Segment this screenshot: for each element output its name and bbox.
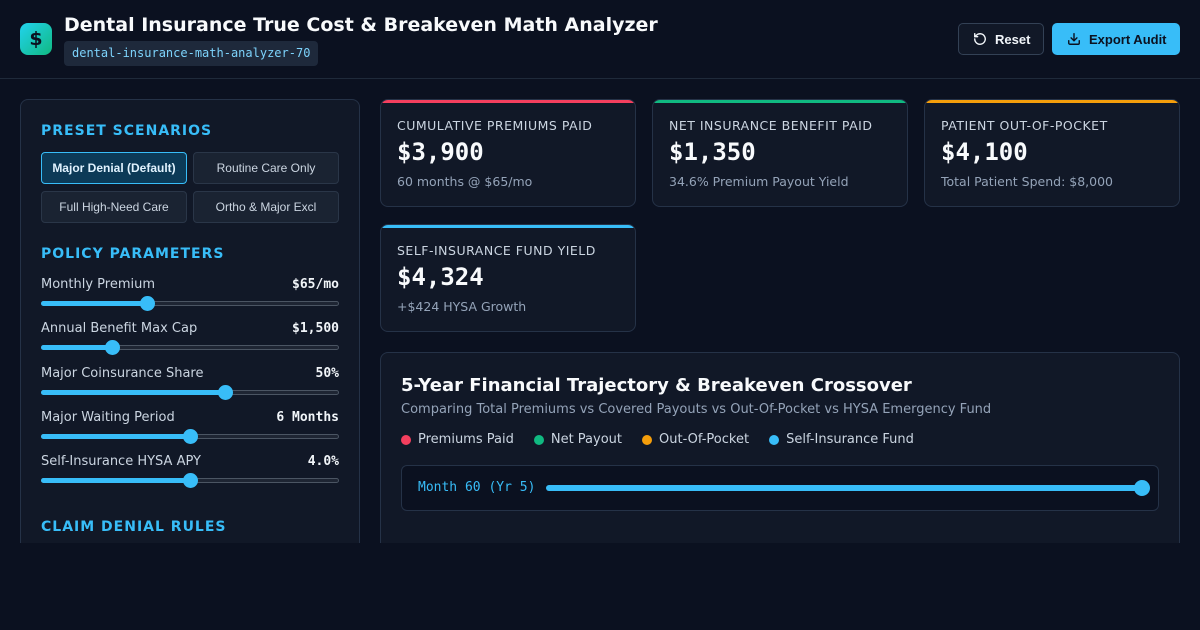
preset-ortho-major-excl[interactable]: Ortho & Major Excl xyxy=(193,191,339,223)
kpi-card-out-of-pocket: PATIENT OUT-OF-POCKET $4,100 Total Patie… xyxy=(924,99,1180,207)
preset-scenarios-heading: PRESET SCENARIOS xyxy=(41,123,213,139)
page-bottom xyxy=(0,543,1200,630)
monthly-premium-slider[interactable] xyxy=(41,296,339,311)
kpi-label: SELF-INSURANCE FUND YIELD xyxy=(397,243,596,258)
month-scrubber-slider[interactable] xyxy=(546,480,1150,496)
kpi-accent-bar xyxy=(925,100,1179,103)
app-title: Dental Insurance True Cost & Breakeven M… xyxy=(64,14,658,36)
waiting-period-slider[interactable] xyxy=(41,429,339,444)
download-icon xyxy=(1068,33,1080,45)
kpi-value: $3,900 xyxy=(397,138,484,166)
kpi-card-self-insurance: SELF-INSURANCE FUND YIELD $4,324 +$424 H… xyxy=(380,224,636,332)
major-coinsurance-slider[interactable] xyxy=(41,385,339,400)
kpi-label: PATIENT OUT-OF-POCKET xyxy=(941,118,1108,133)
annual-benefit-max-value: $1,500 xyxy=(292,321,339,336)
legend-label: Out-Of-Pocket xyxy=(659,432,750,447)
slider-thumb[interactable] xyxy=(183,473,198,488)
hysa-apy-value: 4.0% xyxy=(307,454,339,469)
monthly-premium-label: Monthly Premium xyxy=(41,277,156,292)
kpi-subtext: +$424 HYSA Growth xyxy=(397,299,527,314)
slider-thumb[interactable] xyxy=(218,385,234,400)
legend-dot xyxy=(769,434,780,445)
kpi-subtext: 60 months @ $65/mo xyxy=(397,174,533,189)
preset-major-denial[interactable]: Major Denial (Default) xyxy=(41,152,187,184)
hysa-apy-slider[interactable] xyxy=(41,473,339,488)
reset-button[interactable]: Reset xyxy=(958,23,1044,55)
preset-routine-care[interactable]: Routine Care Only xyxy=(193,152,339,184)
app-header: $ Dental Insurance True Cost & Breakeven… xyxy=(0,0,1200,79)
chart-title: 5-Year Financial Trajectory & Breakeven … xyxy=(401,375,912,396)
legend-item-premiums: Premiums Paid xyxy=(401,432,514,447)
annual-benefit-max-slider[interactable] xyxy=(41,340,339,355)
app-slug-badge: dental-insurance-math-analyzer-70 xyxy=(64,41,319,66)
legend-dot xyxy=(401,434,411,445)
kpi-value: $1,350 xyxy=(669,138,756,166)
kpi-card-net-benefit: NET INSURANCE BENEFIT PAID $1,350 34.6% … xyxy=(652,99,908,207)
export-audit-button-label: Export Audit xyxy=(1089,31,1167,47)
export-audit-button[interactable]: Export Audit xyxy=(1052,23,1180,55)
slider-thumb[interactable] xyxy=(183,429,198,444)
annual-benefit-max-label: Annual Benefit Max Cap xyxy=(41,321,198,336)
kpi-accent-bar xyxy=(381,225,635,228)
legend-item-net-payout: Net Payout xyxy=(533,432,623,447)
major-coinsurance-value: 50% xyxy=(315,366,339,381)
chart-subtitle: Comparing Total Premiums vs Covered Payo… xyxy=(401,402,992,417)
kpi-value: $4,324 xyxy=(397,263,484,291)
monthly-premium-value: $65/mo xyxy=(292,277,339,292)
reset-button-label: Reset xyxy=(995,31,1031,47)
kpi-subtext: 34.6% Premium Payout Yield xyxy=(669,174,849,189)
trajectory-chart-panel: 5-Year Financial Trajectory & Breakeven … xyxy=(380,352,1180,562)
dollar-logo-icon: $ xyxy=(20,23,52,55)
kpi-accent-bar xyxy=(653,100,907,103)
legend-dot xyxy=(533,434,544,445)
legend-label: Premiums Paid xyxy=(418,432,514,447)
controls-panel: PRESET SCENARIOS Major Denial (Default) … xyxy=(20,99,360,559)
legend-dot xyxy=(642,434,653,445)
policy-parameters-heading: POLICY PARAMETERS xyxy=(41,246,225,262)
kpi-value: $4,100 xyxy=(941,138,1028,166)
claim-denial-rules-heading: CLAIM DENIAL RULES xyxy=(41,519,227,535)
chart-legend: Premiums Paid Net Payout Out-Of-Pocket S… xyxy=(401,432,914,447)
waiting-period-value: 6 Months xyxy=(276,410,339,425)
kpi-label: CUMULATIVE PREMIUMS PAID xyxy=(397,118,593,133)
preset-full-high-need[interactable]: Full High-Need Care xyxy=(41,191,187,223)
month-scrubber: Month 60 (Yr 5) xyxy=(401,465,1159,511)
hysa-apy-label: Self-Insurance HYSA APY xyxy=(41,454,201,469)
kpi-subtext: Total Patient Spend: $8,000 xyxy=(941,174,1114,189)
kpi-accent-bar xyxy=(381,100,635,103)
legend-item-self-insurance: Self-Insurance Fund xyxy=(769,432,914,447)
month-scrubber-label: Month 60 (Yr 5) xyxy=(418,480,536,495)
kpi-label: NET INSURANCE BENEFIT PAID xyxy=(669,118,873,133)
major-coinsurance-label: Major Coinsurance Share xyxy=(41,366,204,381)
reset-icon xyxy=(974,33,986,45)
legend-item-out-of-pocket: Out-Of-Pocket xyxy=(642,432,749,447)
slider-thumb[interactable] xyxy=(104,340,120,355)
legend-label: Net Payout xyxy=(550,432,623,447)
slider-thumb[interactable] xyxy=(1134,480,1150,496)
legend-label: Self-Insurance Fund xyxy=(786,432,914,447)
kpi-card-premiums: CUMULATIVE PREMIUMS PAID $3,900 60 month… xyxy=(380,99,636,207)
slider-thumb[interactable] xyxy=(139,296,155,311)
waiting-period-label: Major Waiting Period xyxy=(41,410,175,425)
